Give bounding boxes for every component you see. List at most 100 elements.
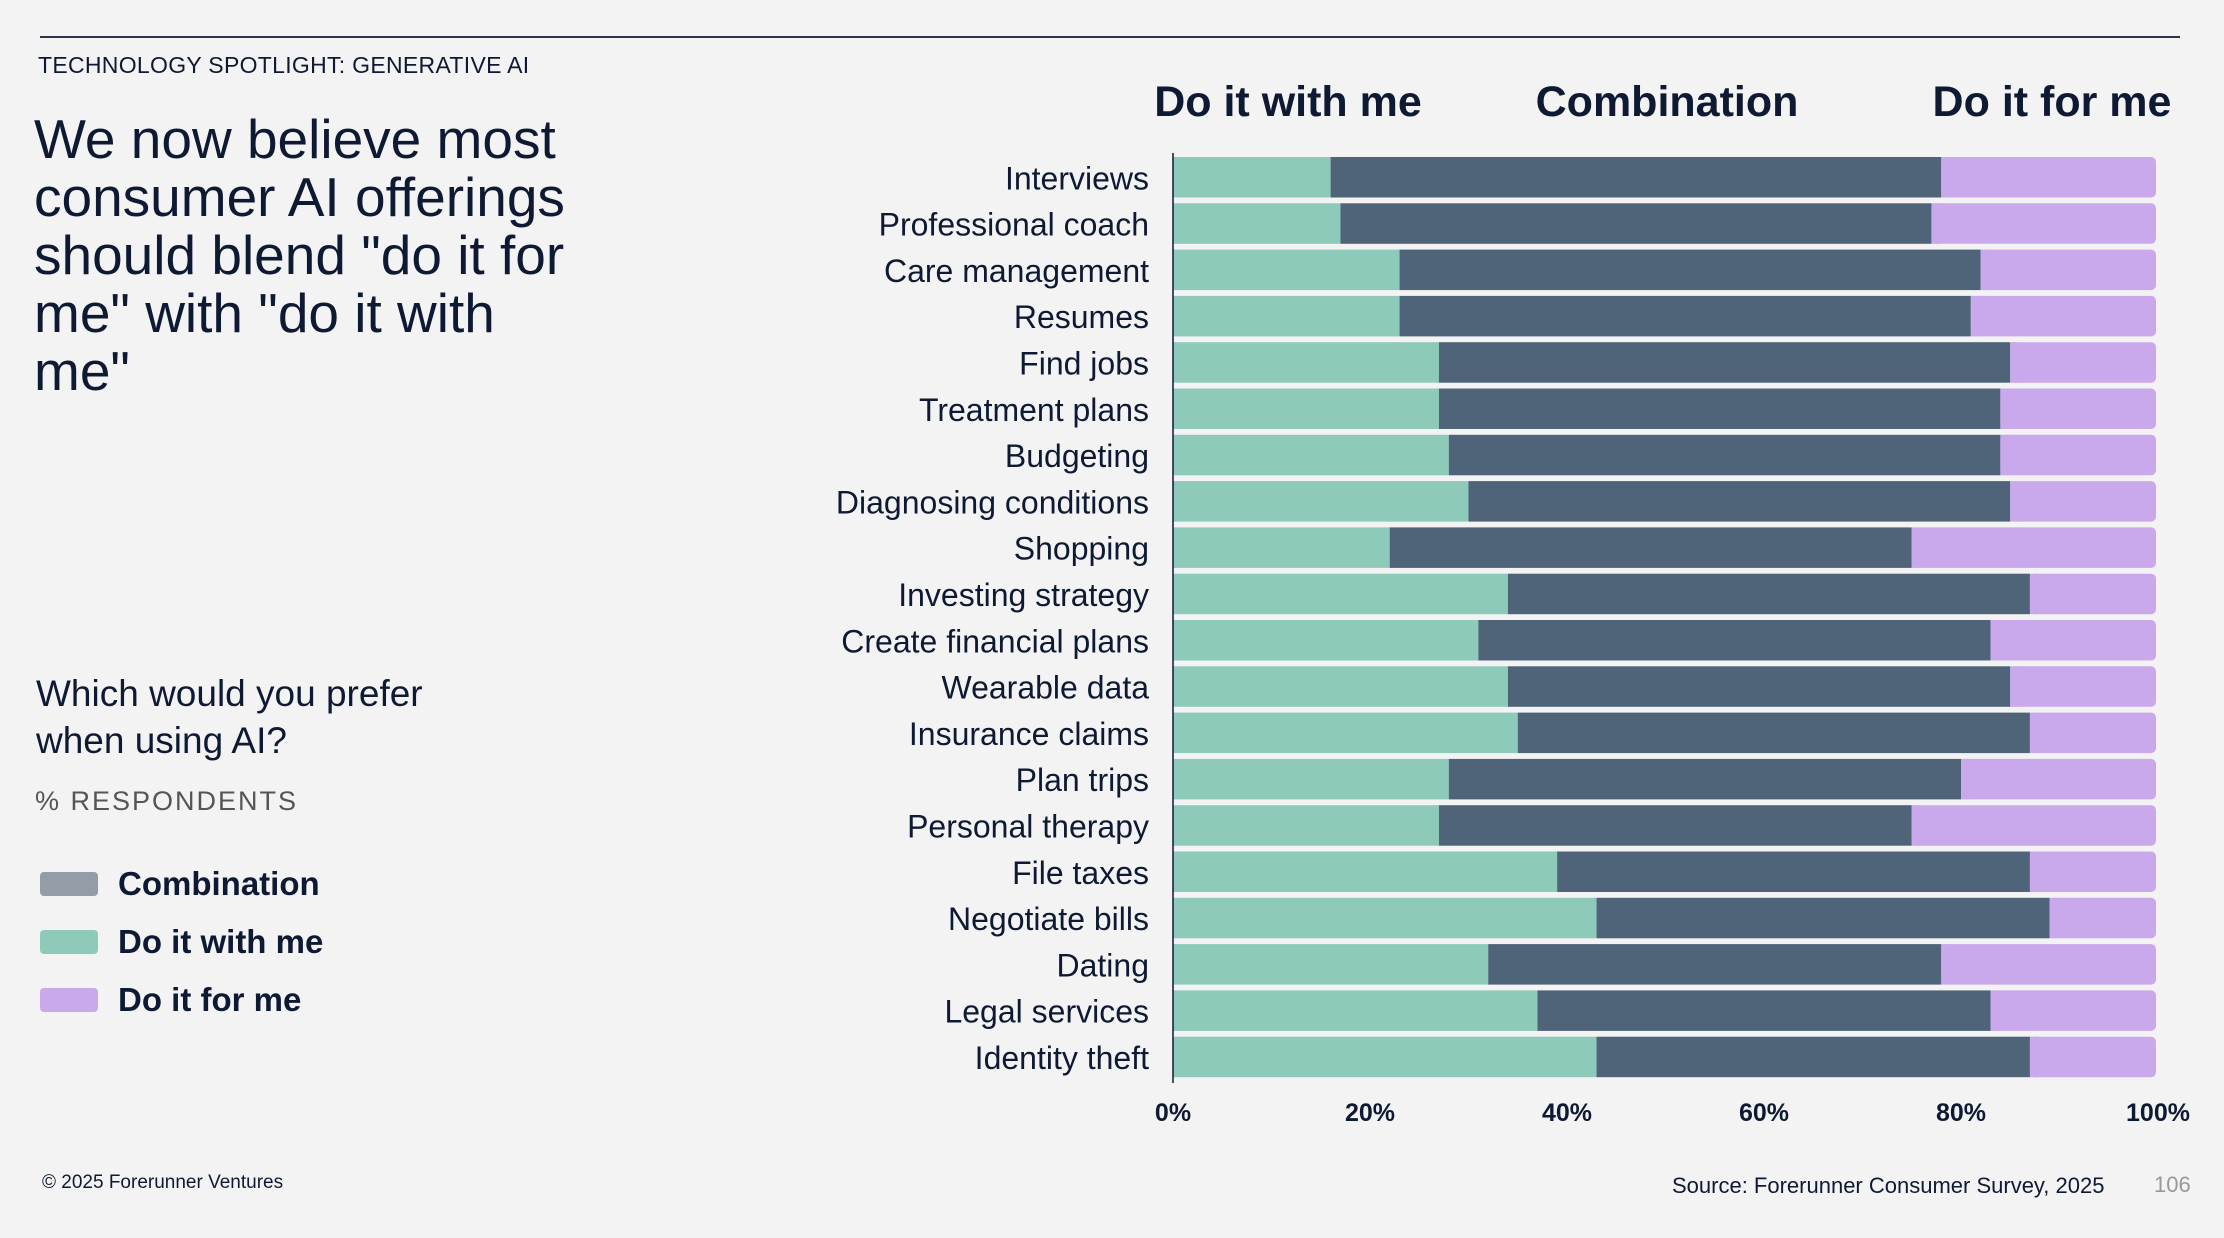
bar-do-it-with-me [1173,481,1469,522]
bar-do-it-with-me [1173,388,1439,429]
bar-do-it-with-me [1173,897,1597,939]
bar-do-it-with-me [1173,712,1518,754]
bar-do-it-for-me [1980,249,2156,291]
category-label: Professional coach [879,207,1149,243]
bar-combination [1596,1036,2030,1078]
category-label: Resumes [1014,299,1149,335]
bar-do-it-with-me [1173,573,1508,615]
bar-do-it-for-me-edge [2010,481,2019,522]
bar-do-it-for-me-edge [2010,666,2019,707]
bar-do-it-for-me [1911,805,2156,846]
bar-do-it-for-me [2010,481,2156,522]
bar-do-it-with-me [1173,527,1390,568]
bar-combination [1468,481,2011,522]
category-label: Shopping [1014,531,1149,567]
category-label: Find jobs [1019,345,1149,381]
bar-do-it-for-me [1990,620,2156,661]
bar-do-it-with-me [1173,342,1439,383]
bar-do-it-for-me-edge [1941,157,1950,198]
bar-do-it-for-me [2049,897,2156,939]
bar-combination [1517,712,2030,754]
category-label: File taxes [1012,855,1149,891]
bar-combination [1389,527,1912,568]
bar-do-it-with-me [1173,1036,1597,1078]
bar-do-it-for-me-edge [1931,203,1940,244]
category-label: Plan trips [1016,762,1149,798]
x-tick-label: 80% [1936,1099,1986,1127]
bar-combination [1557,851,2030,892]
top-rule [40,36,2180,38]
copyright: © 2025 Forerunner Ventures [42,1172,284,1193]
bar-combination [1488,944,1942,985]
legend-swatch-do-it-for-me [40,988,98,1012]
bar-do-it-for-me-edge [1970,295,1979,337]
column-header-combination: Combination [1536,78,1799,126]
bar-do-it-with-me [1173,249,1400,291]
bar-do-it-for-me [2029,851,2156,892]
x-tick-label: 0% [1155,1099,1191,1127]
bar-do-it-for-me [2000,434,2156,476]
bar-combination [1438,388,2001,429]
bar-combination [1438,342,2011,383]
legend-item-do-it-with-me: Do it with me [40,913,323,971]
bar-do-it-with-me [1173,666,1508,707]
column-header-do-it-with-me: Do it with me [1154,78,1422,126]
bar-do-it-for-me [2010,666,2156,707]
category-label: Negotiate bills [948,901,1149,937]
page-title: We now believe most consumer AI offering… [34,108,565,402]
x-tick-label: 60% [1739,1099,1789,1127]
bar-do-it-for-me [1911,527,2156,568]
bar-combination [1330,157,1942,198]
bar-combination [1478,620,1991,661]
bar-do-it-with-me [1173,944,1489,985]
category-label: Care management [884,253,1149,289]
bar-do-it-for-me-edge [2049,897,2058,939]
bar-combination [1340,203,1932,244]
bar-do-it-for-me-edge [2029,573,2038,615]
chart-subtitle: % RESPONDENTS [35,786,299,816]
bar-do-it-with-me [1173,620,1479,661]
category-label: Dating [1057,947,1150,983]
category-label: Interviews [1005,160,1149,196]
bar-do-it-with-me [1173,758,1449,800]
bar-combination [1537,990,1991,1031]
bar-do-it-for-me-edge [2029,851,2038,892]
legend-item-combination: Combination [40,855,323,913]
category-label: Investing strategy [898,577,1149,613]
legend-label-do-it-for-me: Do it for me [118,981,302,1018]
category-label: Legal services [944,994,1149,1030]
bar-do-it-with-me [1173,157,1331,198]
bar-do-it-with-me [1173,851,1558,892]
bar-do-it-for-me [2029,712,2156,754]
bar-do-it-with-me [1173,434,1449,476]
bar-do-it-with-me [1173,295,1400,337]
legend-swatch-do-it-with-me [40,930,98,954]
bar-do-it-for-me [2029,573,2156,615]
bar-combination [1448,758,1961,800]
bar-do-it-for-me-edge [1911,805,1920,846]
bar-do-it-for-me-edge [1990,620,1999,661]
chart-question: Which would you prefer when using AI? [36,673,423,761]
bar-do-it-for-me-edge [2000,434,2009,476]
legend-item-do-it-for-me: Do it for me [40,971,323,1029]
category-label: Budgeting [1005,438,1149,474]
legend-label-do-it-with-me: Do it with me [118,923,324,960]
bar-do-it-for-me-edge [2000,388,2009,429]
source-note: Source: Forerunner Consumer Survey, 2025 [1672,1173,2105,1198]
bar-combination [1448,434,2001,476]
page-number: 106 [2154,1172,2191,1197]
category-label: Wearable data [941,670,1149,706]
bar-do-it-for-me-edge [1911,527,1920,568]
bar-do-it-for-me [1941,157,2156,198]
bar-do-it-for-me-edge [1980,249,1989,291]
bar-combination [1438,805,1912,846]
bar-combination [1507,573,2030,615]
bar-do-it-for-me-edge [1941,944,1950,985]
bar-combination [1596,897,2050,939]
bar-do-it-for-me [1970,295,2156,337]
bar-do-it-for-me [2029,1036,2156,1078]
legend: Combination Do it with me Do it for me [40,855,323,1029]
bar-do-it-for-me-edge [2029,1036,2038,1078]
bar-do-it-for-me [2010,342,2156,383]
